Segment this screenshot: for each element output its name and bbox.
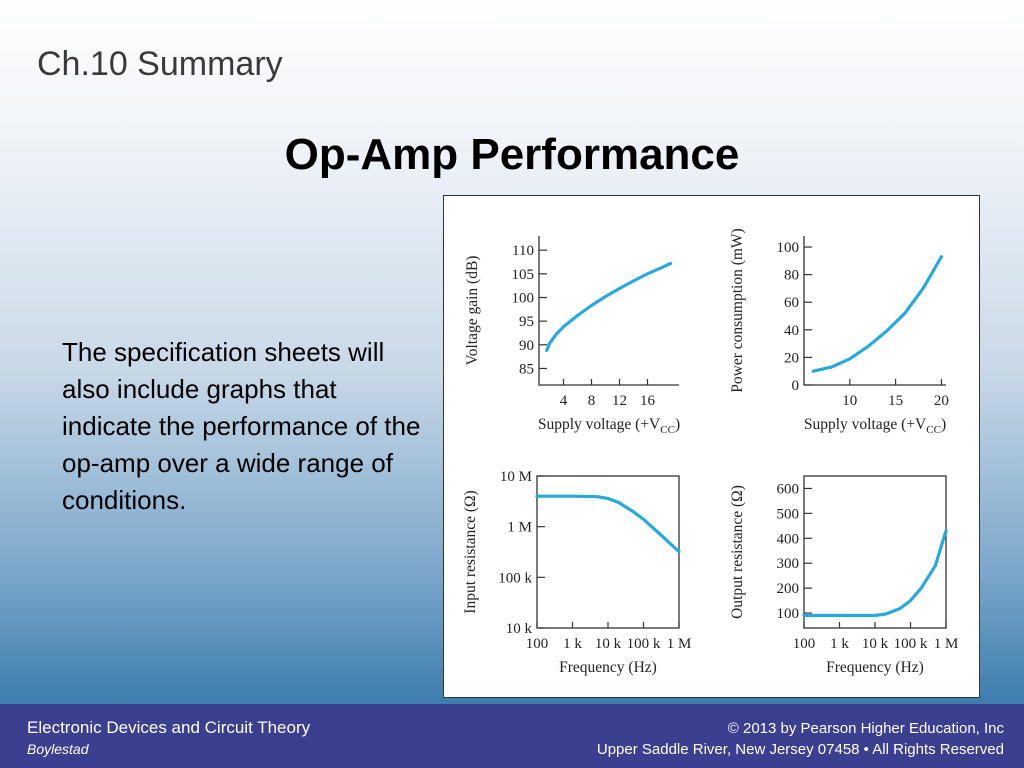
- footer-course: Electronic Devices and Circuit Theory: [27, 718, 311, 737]
- y-tick-label: 95: [519, 314, 534, 330]
- y-tick-label: 10 k: [506, 621, 533, 637]
- chart-rin-curve: [535, 494, 681, 554]
- chart-power-axes: [803, 236, 946, 386]
- chart-gain-curve: [545, 261, 673, 353]
- y-tick-label: 500: [777, 506, 800, 522]
- chart-power-curve: [811, 255, 943, 373]
- x-axis-label-tail: ): [675, 416, 680, 433]
- footer-left: Electronic Devices and Circuit Theory Bo…: [27, 718, 310, 757]
- x-axis-label-subscript: CC: [660, 424, 675, 436]
- y-tick-label: 0: [792, 378, 800, 394]
- x-axis-label: Supply voltage (+VCC): [804, 416, 946, 436]
- y-tick-label: 105: [512, 267, 535, 283]
- x-tick-label: 4: [560, 393, 568, 409]
- x-axis-label: Supply voltage (+VCC): [538, 416, 680, 436]
- footer-address: Upper Saddle River, New Jersey 07458 • A…: [596, 741, 1004, 758]
- chart-power: 10 15 20 0 20 40 60 80 100 Supply voltage (+VCC) P…: [729, 228, 949, 436]
- y-tick-label: 20: [784, 350, 799, 366]
- chart-gain: 4 8 12 16 85 90 95 100 105 110 Supply voltage (+VC…: [464, 236, 680, 436]
- y-axis-label: Power consumption (mW): [729, 228, 746, 392]
- x-tick-label: 100: [793, 636, 816, 652]
- x-axis-label: Frequency (Hz): [826, 659, 924, 676]
- footer-right: © 2013 by Pearson Higher Education, Inc …: [597, 718, 1004, 760]
- chart-rout: 100 1 k 10 k 100 k 1 M 100 200 300 400 500 600 Freq…: [729, 475, 959, 676]
- x-tick-label: 8: [588, 393, 596, 409]
- y-tick-label: 100 k: [498, 570, 532, 586]
- x-tick-label: 1 k: [830, 636, 849, 652]
- x-tick-label: 1 M: [934, 636, 959, 652]
- x-tick-label: 10: [842, 393, 857, 409]
- performance-graphs-figure: 4 8 12 16 85 90 95 100 105 110 Supply voltage (+VC…: [443, 195, 980, 698]
- x-axis-label-main: Supply voltage (+V: [538, 416, 661, 433]
- y-tick-label: 400: [777, 531, 800, 547]
- body-text: The specification sheets will also inclu…: [62, 337, 421, 515]
- y-tick-label: 80: [784, 268, 799, 284]
- x-axis-label: Frequency (Hz): [559, 659, 657, 676]
- y-tick-label: 110: [512, 243, 534, 259]
- y-tick-label: 10 M: [500, 469, 532, 485]
- x-tick-label: 100 k: [627, 636, 661, 652]
- y-axis-label: Input resistance (Ω): [462, 490, 479, 613]
- y-tick-label: 90: [519, 338, 534, 354]
- chart-rout-curve: [802, 529, 948, 618]
- x-axis-label-main: Frequency (Hz): [559, 659, 657, 676]
- x-tick-label: 10 k: [862, 636, 889, 652]
- chart-rin: 100 1 k 10 k 100 k 1 M 10 k 100 k 1 M 10 M Freque…: [462, 469, 691, 676]
- y-axis-label: Output resistance (Ω): [729, 485, 746, 619]
- footer-copyright: © 2013 by Pearson Higher Education, Inc: [727, 720, 1004, 737]
- x-axis-label-main: Frequency (Hz): [826, 659, 924, 676]
- x-tick-label: 100: [526, 636, 549, 652]
- x-axis-label-tail: ): [941, 416, 946, 433]
- y-axis-label: Voltage gain (dB): [464, 256, 481, 366]
- x-tick-label: 1 k: [563, 636, 582, 652]
- y-tick-label: 40: [784, 323, 799, 339]
- y-tick-label: 85: [519, 361, 534, 377]
- y-tick-label: 300: [777, 556, 800, 572]
- x-axis-label-subscript: CC: [926, 424, 941, 436]
- y-tick-label: 600: [777, 481, 800, 497]
- y-tick-label: 100: [777, 606, 800, 622]
- x-axis-label-main: Supply voltage (+V: [804, 416, 927, 433]
- x-tick-label: 1 M: [667, 636, 692, 652]
- footer-author: Boylestad: [27, 741, 89, 757]
- x-tick-label: 20: [934, 393, 949, 409]
- y-tick-label: 100: [512, 290, 535, 306]
- section-heading: Ch.10 Summary: [37, 45, 283, 83]
- x-tick-label: 10 k: [595, 636, 622, 652]
- y-tick-label: 100: [777, 240, 800, 256]
- y-tick-label: 200: [777, 581, 800, 597]
- y-tick-label: 60: [784, 295, 799, 311]
- x-tick-label: 16: [640, 393, 656, 409]
- slide-title: Op-Amp Performance: [284, 130, 740, 179]
- x-tick-label: 15: [888, 393, 903, 409]
- x-tick-label: 100 k: [894, 636, 928, 652]
- chart-gain-axes: [538, 236, 679, 386]
- footer-bar: Electronic Devices and Circuit Theory Bo…: [0, 704, 1024, 768]
- chart-rout-frame: [803, 475, 947, 629]
- x-tick-label: 12: [612, 393, 627, 409]
- y-tick-label: 1 M: [507, 520, 532, 536]
